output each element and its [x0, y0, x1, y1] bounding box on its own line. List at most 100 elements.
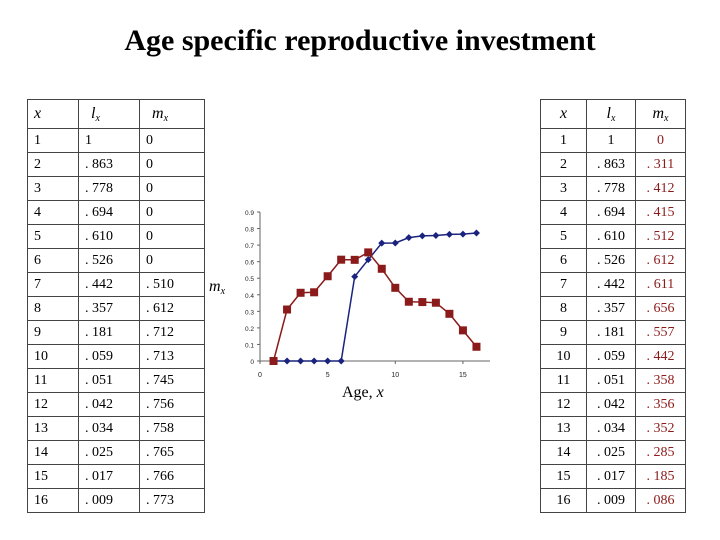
table-row: 6. 526 0	[27, 248, 205, 273]
data-point-square	[472, 342, 481, 351]
table-cell: . 017	[78, 464, 140, 489]
column-header: x	[540, 99, 587, 129]
data-point-diamond	[405, 234, 413, 242]
table-cell: . 512	[635, 224, 686, 249]
table-cell: . 017	[586, 464, 636, 489]
x-axis-label: Age, x	[342, 384, 384, 401]
table-cell: 13	[540, 416, 587, 441]
table-cell: . 656	[635, 296, 686, 321]
table-row: 8. 357. 612	[27, 296, 205, 321]
table-row: 7. 442. 611	[540, 272, 686, 297]
data-point-square	[310, 288, 319, 297]
data-point-diamond	[378, 239, 386, 247]
table-cell: 7	[540, 272, 587, 297]
table-cell: . 863	[586, 152, 636, 177]
table-row: 4. 694. 415	[540, 200, 686, 225]
table-cell: . 773	[139, 488, 205, 513]
table-row: 16. 009. 086	[540, 488, 686, 513]
table-row: 16. 009. 773	[27, 488, 205, 513]
table-row: 11. 051. 358	[540, 368, 686, 393]
table-cell: 3	[27, 176, 79, 201]
series-line-2	[272, 251, 478, 362]
table-row: 5. 610 0	[27, 224, 205, 249]
data-point-diamond	[418, 232, 426, 240]
table-row: 7. 442. 510	[27, 272, 205, 297]
table-cell: . 025	[78, 440, 140, 465]
data-point-diamond	[283, 357, 291, 365]
table-row: 2. 863. 311	[540, 152, 686, 177]
chart-series	[269, 229, 481, 365]
table-cell: . 713	[139, 344, 205, 369]
table-cell: . 442	[635, 344, 686, 369]
table-cell: . 557	[635, 320, 686, 345]
data-point-diamond	[351, 273, 359, 281]
table-cell: . 352	[635, 416, 686, 441]
table-cell: 0	[139, 176, 205, 201]
data-point-diamond	[337, 357, 345, 365]
table-cell: . 756	[139, 392, 205, 417]
x-tick-label: 10	[391, 372, 399, 379]
table-cell: . 181	[78, 320, 140, 345]
table-cell: 11	[27, 368, 79, 393]
table-cell: . 610	[78, 224, 140, 249]
table-cell: . 311	[635, 152, 686, 177]
data-point-square	[350, 255, 359, 264]
table-cell: . 778	[586, 176, 636, 201]
table-cell: . 694	[78, 200, 140, 225]
table-cell: 11	[540, 368, 587, 393]
y-tick-label: 0.4	[245, 293, 254, 300]
table-cell: . 042	[78, 392, 140, 417]
table-row: 13. 034. 758	[27, 416, 205, 441]
y-tick-label: 0.1	[245, 342, 254, 349]
table-row: 8. 357. 656	[540, 296, 686, 321]
table-cell: . 611	[635, 272, 686, 297]
data-point-diamond	[324, 357, 332, 365]
table-cell: . 059	[78, 344, 140, 369]
table-cell: . 086	[635, 488, 686, 513]
table-cell: 10	[540, 344, 587, 369]
table-cell: 0	[635, 128, 686, 153]
data-point-diamond	[432, 232, 440, 240]
table-row: 13. 034. 352	[540, 416, 686, 441]
column-header: x	[27, 99, 79, 129]
data-point-square	[283, 305, 292, 314]
data-point-diamond	[310, 357, 318, 365]
left-life-table: x lx mx 1 1 0 2. 863 0 3. 778 0 4. 694 0 5. 610 0 6. 5…	[27, 99, 205, 513]
data-point-square	[323, 272, 332, 281]
y-axis-label: mx	[209, 278, 226, 297]
table-row: 15. 017. 766	[27, 464, 205, 489]
table-row: 3. 778 0	[27, 176, 205, 201]
table-cell: . 025	[586, 440, 636, 465]
table-cell: . 358	[635, 368, 686, 393]
table-cell: . 415	[635, 200, 686, 225]
y-tick-label: 0.8	[245, 227, 254, 234]
table-row: 14. 025. 765	[27, 440, 205, 465]
table-cell: 9	[540, 320, 587, 345]
table-cell: 2	[540, 152, 587, 177]
data-point-square	[296, 288, 305, 297]
table-cell: 12	[540, 392, 587, 417]
table-cell: . 510	[139, 272, 205, 297]
data-point-square	[391, 283, 400, 292]
chart-ticks: 0 0.1 0.2 0.3 0.4 0.5 0.6 0.7 0.8 0.9 0 5 10 15	[245, 210, 467, 379]
table-row: 3. 778. 412	[540, 176, 686, 201]
table-cell: . 051	[586, 368, 636, 393]
table-cell: 0	[139, 248, 205, 273]
right-life-table: x lx mx 1 1 0 2. 863. 311 3. 778. 412 4. 694. 41…	[540, 99, 686, 513]
table-row: 6. 526. 612	[540, 248, 686, 273]
table-header-row: x lx mx	[27, 99, 205, 129]
table-cell: 16	[27, 488, 79, 513]
data-point-square	[364, 248, 373, 257]
table-cell: . 863	[78, 152, 140, 177]
table-cell: . 285	[635, 440, 686, 465]
column-header: lx	[78, 99, 140, 129]
table-cell: . 356	[635, 392, 686, 417]
table-cell: 0	[139, 152, 205, 177]
y-tick-label: 0.3	[245, 309, 254, 316]
table-cell: . 765	[139, 440, 205, 465]
table-cell: 1	[540, 128, 587, 153]
table-cell: . 181	[586, 320, 636, 345]
column-header: mx	[139, 99, 205, 129]
table-cell: 5	[27, 224, 79, 249]
